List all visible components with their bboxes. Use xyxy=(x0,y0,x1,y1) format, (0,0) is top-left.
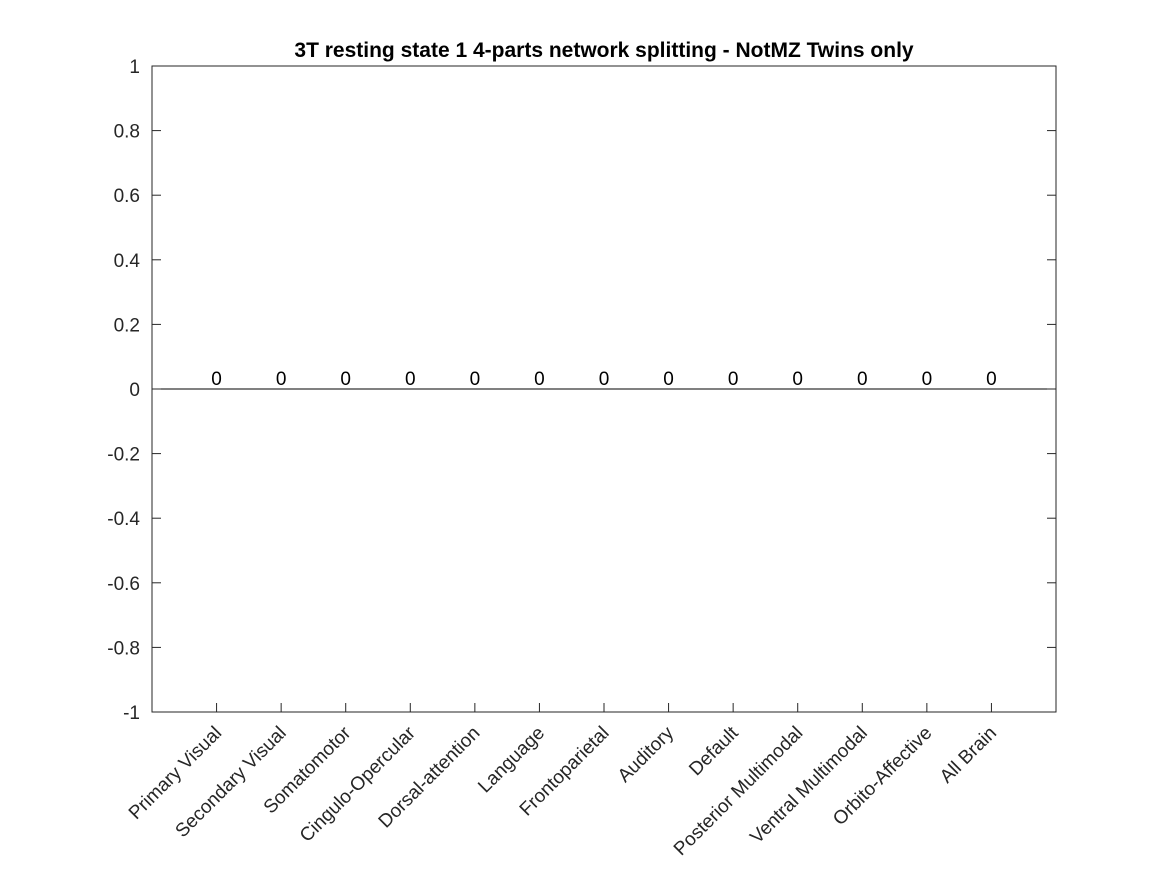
y-tick-label: 0.4 xyxy=(114,251,141,272)
bar-value-label: 0 xyxy=(534,369,545,390)
y-tick-label: -0.6 xyxy=(107,574,140,595)
x-tick-label: Auditory xyxy=(614,722,678,786)
bar-value-label: 0 xyxy=(663,369,674,390)
x-tick-label: Posterior Multimodal xyxy=(670,723,807,860)
bar-value-label: 0 xyxy=(922,369,933,390)
x-tick-label: Secondary Visual xyxy=(172,723,291,842)
y-axis: -1 -0.8 -0.6 -0.4 -0.2 0 0.2 0.4 0.6 0.8 1 xyxy=(107,57,1056,724)
x-tick-label: All Brain xyxy=(936,723,1001,788)
y-tick-label: -0.4 xyxy=(107,509,140,530)
x-tick-label: Default xyxy=(685,722,743,780)
bar-value-label: 0 xyxy=(405,369,416,390)
y-tick-label: 0 xyxy=(129,380,140,401)
x-tick-label: Ventral Multimodal xyxy=(746,723,871,848)
bar-value-label: 0 xyxy=(340,369,351,390)
y-tick-label: 0.2 xyxy=(114,315,140,336)
y-tick-label: -0.8 xyxy=(107,638,140,659)
bar-value-label: 0 xyxy=(211,369,222,390)
bar-value-label: 0 xyxy=(857,369,868,390)
bar-value-label: 0 xyxy=(599,369,610,390)
x-tick-label: Cingulo-Opercular xyxy=(296,722,420,846)
bar-value-label: 0 xyxy=(470,369,481,390)
y-tick-label: -1 xyxy=(123,703,140,724)
bar-value-label: 0 xyxy=(276,369,287,390)
bar-value-label: 0 xyxy=(792,369,803,390)
y-tick-label: 0.6 xyxy=(114,186,140,207)
y-tick-label: -0.2 xyxy=(107,445,140,466)
data-labels: 0 0 0 0 0 0 0 0 0 0 0 0 0 xyxy=(211,369,996,390)
chart-title: 3T resting state 1 4-parts network split… xyxy=(294,39,913,62)
y-tick-label: 1 xyxy=(129,57,140,78)
bar-value-label: 0 xyxy=(986,369,997,390)
bar-value-label: 0 xyxy=(728,369,739,390)
y-tick-label: 0.8 xyxy=(114,122,140,143)
